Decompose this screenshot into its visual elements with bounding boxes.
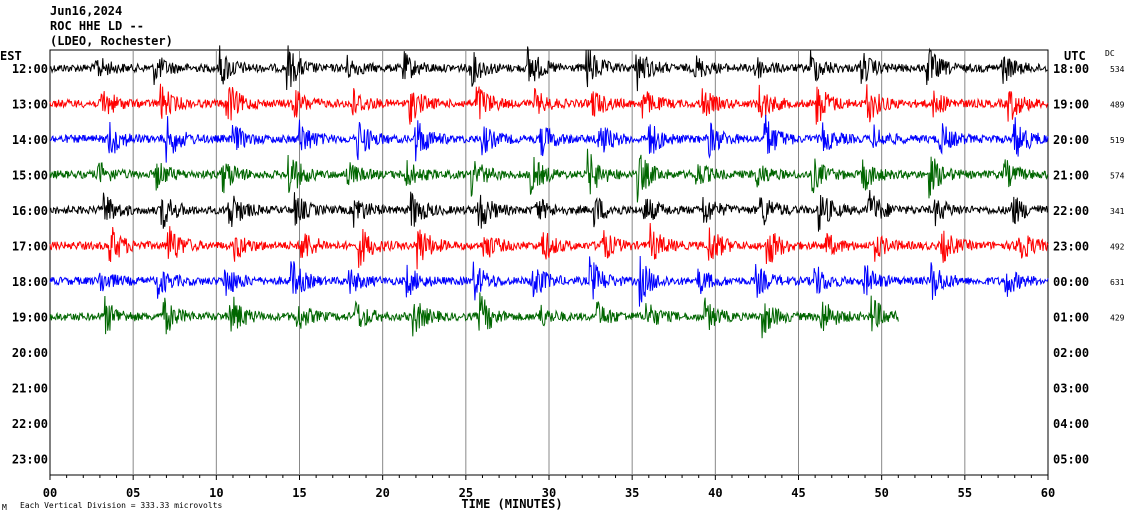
- x-tick-label: 35: [625, 486, 639, 500]
- seismic-trace-row-7: [49, 255, 1049, 307]
- x-tick-label: 15: [292, 486, 306, 500]
- dc-value: 519: [1110, 136, 1125, 145]
- seismic-trace-row-5: [49, 189, 1049, 232]
- utc-time-label: 00:00: [1053, 275, 1089, 289]
- est-time-label: 15:00: [12, 169, 48, 183]
- dc-value: 429: [1110, 314, 1125, 323]
- utc-time-label: 18:00: [1053, 62, 1089, 76]
- est-time-label: 23:00: [12, 453, 48, 467]
- dc-title: DC: [1105, 49, 1115, 58]
- x-tick-label: 05: [126, 486, 140, 500]
- dc-value: 631: [1110, 278, 1125, 287]
- utc-time-label: 04:00: [1053, 417, 1089, 431]
- seismic-trace-row-6: [49, 222, 1049, 270]
- utc-time-label: 21:00: [1053, 169, 1089, 183]
- x-tick-label: 20: [375, 486, 389, 500]
- est-time-label: 20:00: [12, 346, 48, 360]
- x-tick-label: 30: [542, 486, 556, 500]
- dc-value: 489: [1110, 101, 1125, 110]
- utc-time-label: 02:00: [1053, 346, 1089, 360]
- est-time-label: 12:00: [12, 62, 48, 76]
- footer-note: Each Vertical Division = 333.33 microvol…: [20, 501, 222, 510]
- x-tick-label: 45: [791, 486, 805, 500]
- utc-time-label: 01:00: [1053, 311, 1089, 325]
- dc-value: 534: [1110, 65, 1125, 74]
- station-code: ROC HHE LD --: [50, 19, 144, 33]
- left-axis-title: EST: [0, 49, 22, 63]
- x-tick-label: 60: [1041, 486, 1055, 500]
- est-time-label: 16:00: [12, 204, 48, 218]
- seismic-trace-row-3: [49, 114, 1049, 163]
- utc-time-label: 03:00: [1053, 382, 1089, 396]
- utc-time-label: 20:00: [1053, 133, 1089, 147]
- x-tick-label: 50: [874, 486, 888, 500]
- est-time-label: 14:00: [12, 133, 48, 147]
- seismic-trace-row-8: [49, 292, 899, 339]
- seismic-trace-row-4: [49, 148, 1049, 203]
- utc-time-label: 05:00: [1053, 453, 1089, 467]
- dc-value: 341: [1110, 207, 1125, 216]
- x-axis-title: TIME (MINUTES): [461, 497, 562, 511]
- station-network: (LDEO, Rochester): [50, 34, 173, 48]
- est-time-label: 22:00: [12, 417, 48, 431]
- seismic-trace-row-1: [49, 45, 1048, 92]
- x-tick-label: 40: [708, 486, 722, 500]
- chart-date: Jun16,2024: [50, 4, 123, 18]
- dc-value: 492: [1110, 243, 1125, 252]
- right-axis-title: UTC: [1064, 49, 1086, 63]
- x-tick-label: 55: [958, 486, 972, 500]
- est-time-label: 21:00: [12, 382, 48, 396]
- seismic-trace-row-2: [49, 83, 1049, 125]
- est-time-label: 18:00: [12, 275, 48, 289]
- x-tick-label: 10: [209, 486, 223, 500]
- x-tick-label: 25: [459, 486, 473, 500]
- utc-time-label: 23:00: [1053, 240, 1089, 254]
- dc-value: 574: [1110, 172, 1125, 181]
- est-time-label: 19:00: [12, 311, 48, 325]
- utc-time-label: 19:00: [1053, 98, 1089, 112]
- x-tick-label: 00: [43, 486, 57, 500]
- est-time-label: 17:00: [12, 240, 48, 254]
- est-time-label: 13:00: [12, 98, 48, 112]
- utc-time-label: 22:00: [1053, 204, 1089, 218]
- corner-mark: M: [2, 503, 7, 512]
